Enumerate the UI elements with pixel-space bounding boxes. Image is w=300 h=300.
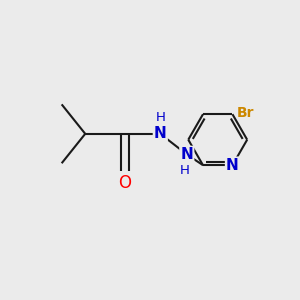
Text: O: O	[118, 174, 131, 192]
Text: N: N	[180, 147, 193, 162]
Text: N: N	[154, 126, 167, 141]
Text: Br: Br	[237, 106, 254, 120]
Text: H: H	[155, 111, 165, 124]
Text: N: N	[226, 158, 239, 173]
Text: H: H	[179, 164, 189, 177]
